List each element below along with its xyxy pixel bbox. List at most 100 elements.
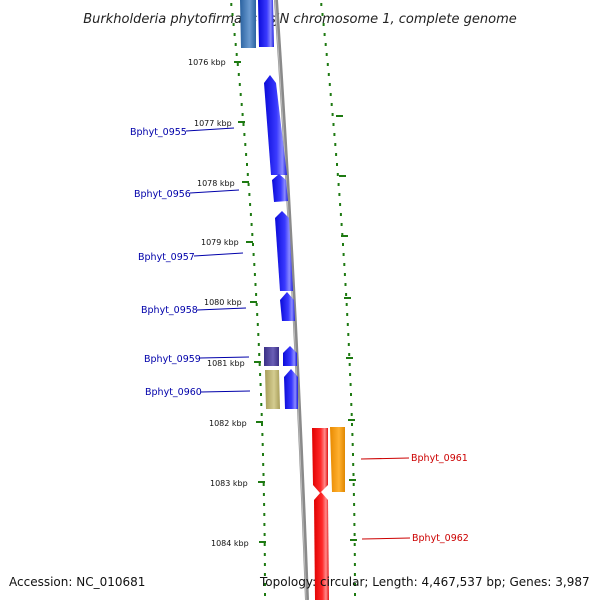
track-dot: [341, 233, 344, 236]
gene-label-text[interactable]: Bphyt_0955: [130, 127, 187, 138]
track-dot: [262, 453, 264, 456]
track-dot: [255, 293, 258, 296]
tick-label: 1081 kbp: [207, 359, 245, 368]
leader-line: [196, 307, 247, 311]
tick-1080: 1080 kbp: [204, 298, 257, 307]
track-dot: [352, 453, 354, 456]
map-title: Burkholderia phytofirmans PsJN chromosom…: [83, 12, 517, 27]
track-dot: [236, 63, 239, 66]
tick-label: 1082 kbp: [209, 419, 247, 428]
track-dot: [259, 383, 262, 386]
gene-label-bphyt-0961[interactable]: Bphyt_0961: [360, 453, 468, 464]
tick-label: 1077 kbp: [194, 119, 232, 128]
gene-bar-purple: [264, 347, 279, 366]
track-dot: [352, 463, 355, 466]
track-dot: [264, 593, 266, 596]
outer-track-ticks: [336, 115, 357, 541]
track-dot: [245, 153, 248, 156]
track-dot: [347, 343, 350, 346]
track-dot: [258, 363, 261, 366]
gene-label-text[interactable]: Bphyt_0956: [134, 189, 191, 200]
track-dot: [264, 583, 266, 586]
leader-line: [361, 537, 411, 540]
track-dot: [261, 443, 264, 446]
gene-label-bphyt-0960[interactable]: Bphyt_0960: [145, 387, 251, 398]
track-dot: [257, 333, 260, 336]
leader-line: [360, 457, 410, 460]
track-dot: [263, 513, 266, 516]
track-dot: [326, 63, 329, 66]
track-dot: [337, 183, 340, 186]
track-dot: [252, 243, 254, 246]
track-dot: [353, 523, 356, 526]
gene-label-text[interactable]: Bphyt_0962: [412, 533, 469, 544]
track-dot: [257, 343, 260, 346]
tick-1082: 1082 kbp: [209, 419, 263, 428]
gene-label-bphyt-0956[interactable]: Bphyt_0956: [134, 189, 240, 200]
track-dot: [352, 493, 355, 496]
gene-label-bphyt-0955[interactable]: Bphyt_0955: [130, 127, 235, 138]
track-dot: [323, 33, 326, 36]
track-dot: [239, 93, 242, 96]
track-dot: [234, 43, 237, 46]
track-dot: [353, 573, 356, 576]
track-dot: [343, 263, 346, 266]
gene-label-text[interactable]: Bphyt_0957: [138, 252, 195, 263]
track-dot: [349, 383, 352, 386]
gene-label-text[interactable]: Bphyt_0959: [144, 354, 201, 365]
track-dot: [263, 523, 266, 526]
track-dot: [353, 513, 356, 516]
gene-label-bphyt-0962[interactable]: Bphyt_0962: [361, 533, 469, 544]
track-dot: [262, 483, 265, 486]
track-dot: [342, 253, 345, 256]
gene-label-text[interactable]: Bphyt_0960: [145, 387, 202, 398]
track-dot: [321, 13, 324, 16]
track-dot: [262, 493, 265, 496]
track-dot: [230, 3, 233, 6]
track-dot: [353, 563, 356, 566]
track-dot: [262, 473, 265, 476]
track-dot: [256, 313, 259, 316]
track-dot: [348, 353, 351, 356]
gene-label-bphyt-0959[interactable]: Bphyt_0959: [144, 354, 250, 365]
track-dot: [329, 93, 332, 96]
track-dot: [324, 43, 327, 46]
track-dot: [330, 103, 333, 106]
topology-text: Topology: circular; Length: 4,467,537 bp…: [259, 575, 590, 589]
track-dot: [338, 193, 341, 196]
gene-label-bphyt-0957[interactable]: Bphyt_0957: [138, 252, 244, 263]
tick-label: 1076 kbp: [188, 58, 226, 67]
tick-1081: 1081 kbp: [207, 359, 261, 368]
track-dot: [260, 403, 263, 406]
track-dot: [260, 393, 262, 396]
leader-line: [193, 252, 244, 257]
gene-label-text[interactable]: Bphyt_0961: [411, 453, 468, 464]
track-dot: [320, 3, 323, 6]
track-dot: [253, 263, 256, 266]
track-dot: [240, 103, 243, 106]
track-dot: [332, 123, 335, 126]
gene-bar-bphyt-0961: [312, 428, 328, 493]
track-dot: [252, 253, 255, 256]
track-dot: [339, 203, 342, 206]
gene-label-text[interactable]: Bphyt_0958: [141, 305, 198, 316]
gene-label-bphyt-0958[interactable]: Bphyt_0958: [141, 305, 247, 316]
tick-1084: 1084 kbp: [211, 539, 266, 548]
leader-line: [185, 127, 235, 132]
accession-text: Accession: NC_010681: [9, 575, 145, 589]
track-dot: [322, 23, 325, 26]
track-dot: [348, 363, 351, 366]
tick-1078: 1078 kbp: [197, 179, 249, 188]
tick-label: 1080 kbp: [204, 298, 242, 307]
track-dot: [334, 143, 337, 146]
track-dot: [352, 483, 355, 486]
track-dot: [263, 553, 266, 556]
track-dot: [243, 133, 246, 136]
track-dot: [253, 273, 256, 276]
track-dot: [346, 313, 349, 316]
track-dot: [350, 403, 353, 406]
track-dot: [249, 203, 252, 206]
track-dot: [261, 423, 263, 426]
track-dot: [336, 173, 339, 176]
track-dot: [325, 53, 328, 56]
